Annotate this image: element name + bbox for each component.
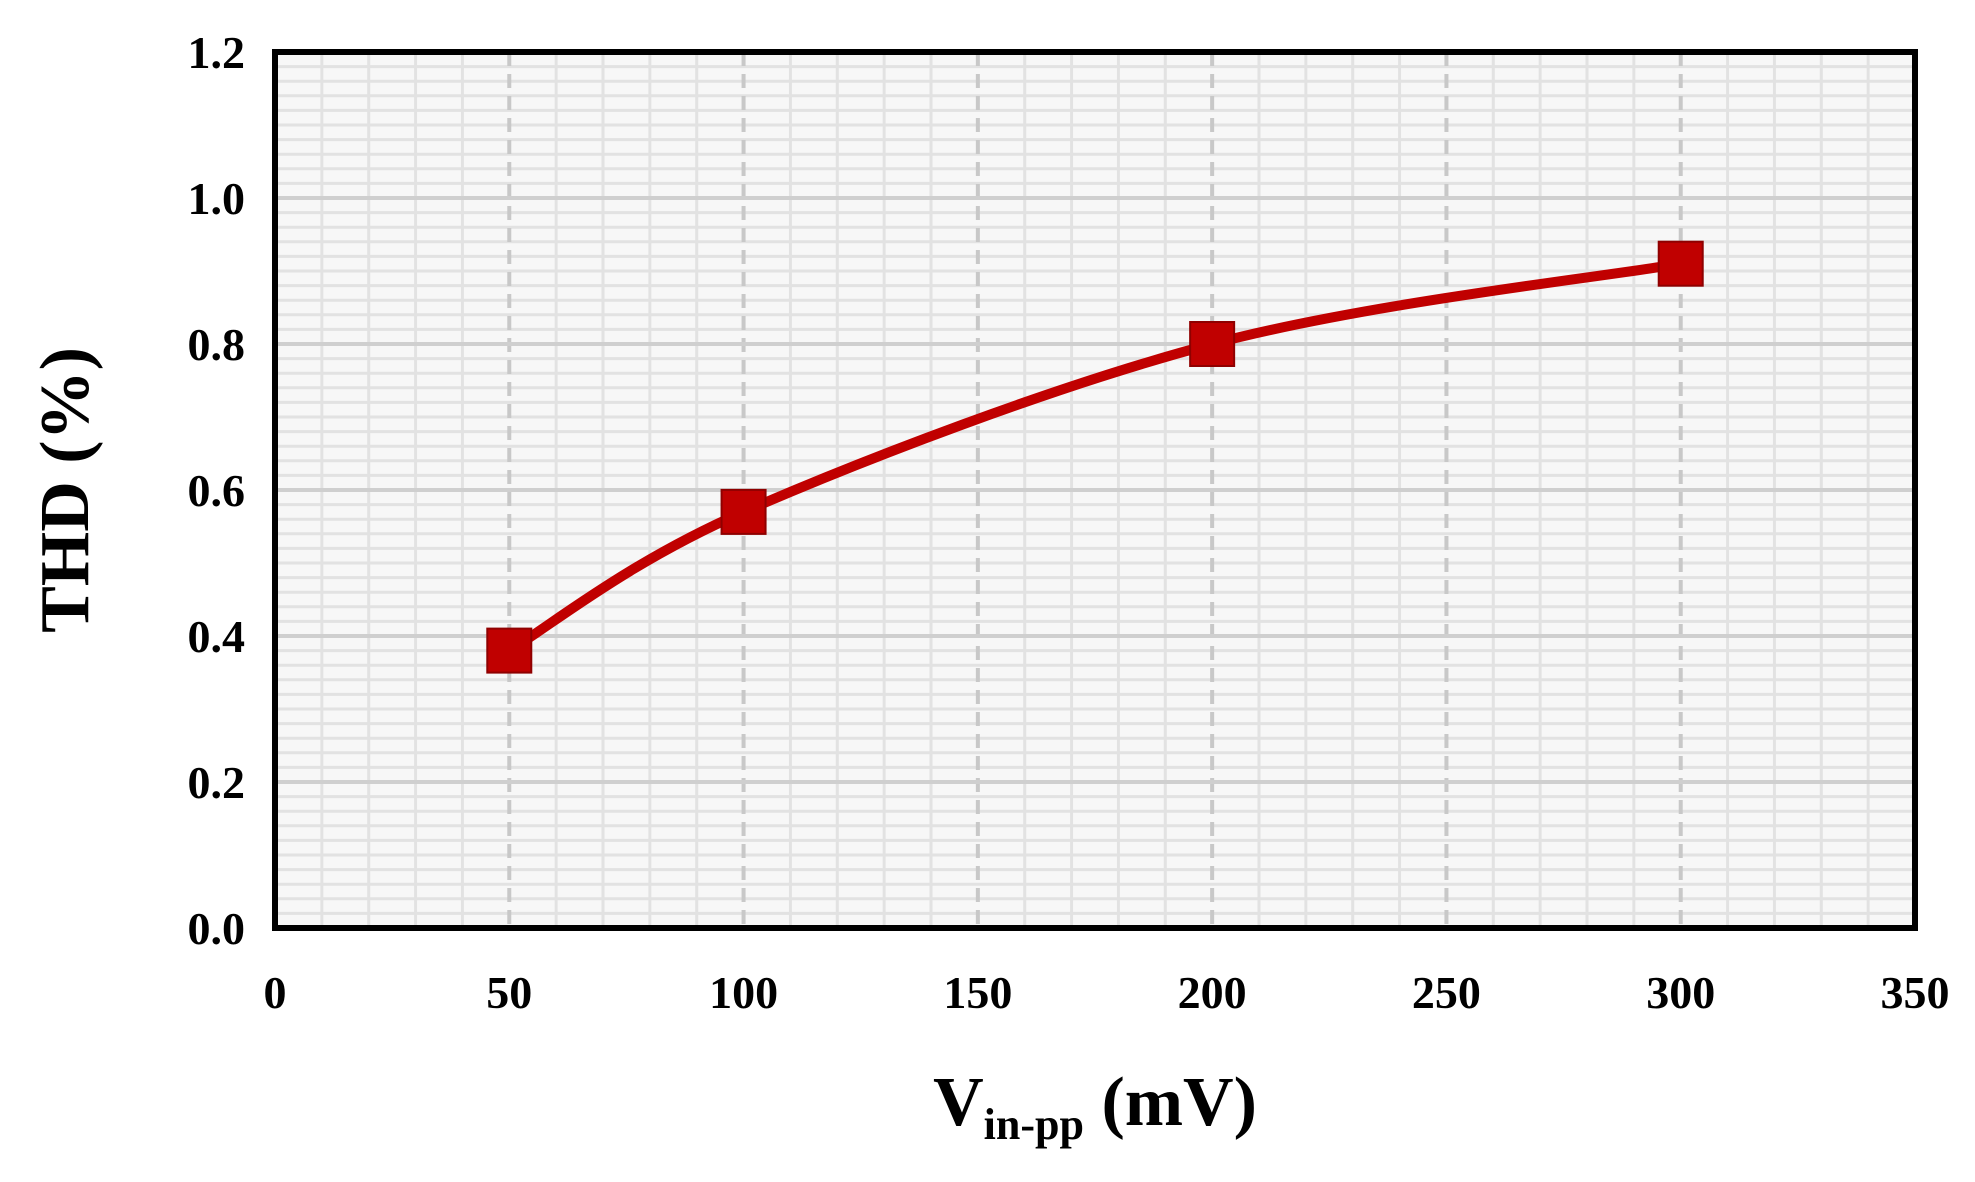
y-tick-label: 0.4 (188, 611, 246, 662)
series-layer (486, 240, 1704, 674)
x-tick-labels: 0 50 100 150 200 250 300 350 (264, 967, 1950, 1018)
x-tick-label: 350 (1881, 967, 1950, 1018)
x-axis-title-main: V (933, 1064, 984, 1141)
data-point (1657, 240, 1704, 287)
x-tick-label: 50 (486, 967, 532, 1018)
x-axis-title-subscript: in-pp (984, 1100, 1084, 1149)
y-tick-label: 1.0 (188, 173, 246, 224)
x-tick-label: 150 (943, 967, 1012, 1018)
x-tick-label: 0 (264, 967, 287, 1018)
y-tick-label: 1.2 (188, 27, 246, 78)
x-tick-label: 100 (709, 967, 778, 1018)
data-point (1189, 321, 1236, 367)
y-tick-label: 0.2 (188, 757, 246, 808)
y-tick-labels: 0.0 0.2 0.4 0.6 0.8 1.0 1.2 (188, 27, 246, 954)
y-axis-title: THD (%) (27, 347, 104, 633)
y-tick-label: 0.8 (188, 319, 246, 370)
x-axis-title: Vin-pp (mV) (933, 1064, 1257, 1149)
data-point (486, 627, 533, 674)
y-tick-label: 0.0 (188, 903, 246, 954)
plot-frame (272, 49, 1918, 931)
x-tick-label: 200 (1178, 967, 1247, 1018)
data-point (720, 488, 767, 535)
x-axis-title-unit: (mV) (1084, 1064, 1257, 1141)
x-tick-label: 250 (1412, 967, 1481, 1018)
series-line (504, 258, 1686, 656)
y-tick-label: 0.6 (188, 465, 246, 516)
x-tick-label: 300 (1646, 967, 1715, 1018)
major-grid (275, 52, 1915, 928)
